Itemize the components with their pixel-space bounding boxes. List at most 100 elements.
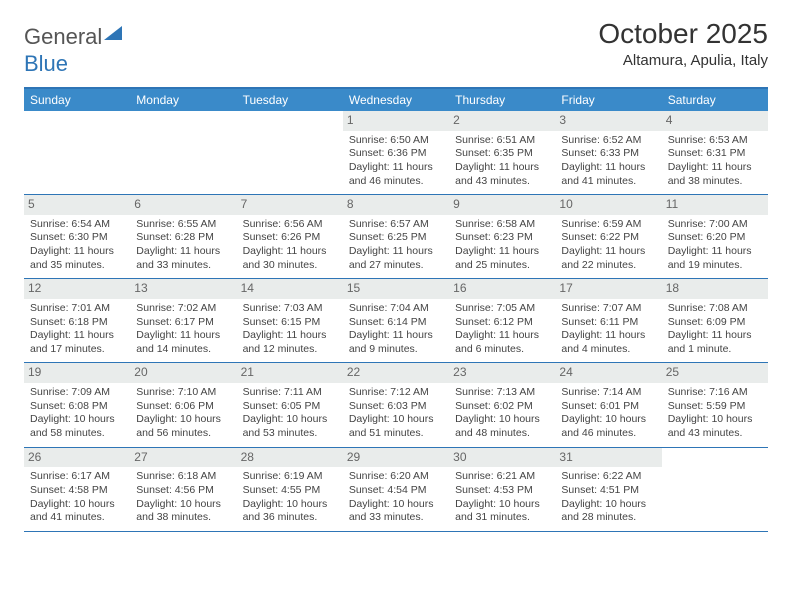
calendar-cell: 25Sunrise: 7:16 AMSunset: 5:59 PMDayligh… <box>662 363 768 447</box>
daylight-line: Daylight: 11 hours and 33 minutes. <box>136 245 230 272</box>
logo-text-1: General <box>24 24 102 50</box>
sunset-line: Sunset: 6:09 PM <box>668 316 762 330</box>
sunset-line: Sunset: 6:06 PM <box>136 400 230 414</box>
calendar-cell: 22Sunrise: 7:12 AMSunset: 6:03 PMDayligh… <box>343 363 449 447</box>
sunrise-line: Sunrise: 6:59 AM <box>561 218 655 232</box>
daylight-line: Daylight: 10 hours and 28 minutes. <box>561 498 655 525</box>
daylight-line: Daylight: 10 hours and 51 minutes. <box>349 413 443 440</box>
sunset-line: Sunset: 4:53 PM <box>455 484 549 498</box>
sunset-line: Sunset: 6:08 PM <box>30 400 124 414</box>
day-header: Wednesday <box>343 89 449 111</box>
calendar-cell: 20Sunrise: 7:10 AMSunset: 6:06 PMDayligh… <box>130 363 236 447</box>
daylight-line: Daylight: 11 hours and 43 minutes. <box>455 161 549 188</box>
calendar-cell: 21Sunrise: 7:11 AMSunset: 6:05 PMDayligh… <box>237 363 343 447</box>
sunrise-line: Sunrise: 6:18 AM <box>136 470 230 484</box>
day-number: 1 <box>343 111 449 131</box>
daylight-line: Daylight: 10 hours and 58 minutes. <box>30 413 124 440</box>
sunset-line: Sunset: 6:18 PM <box>30 316 124 330</box>
sunrise-line: Sunrise: 7:16 AM <box>668 386 762 400</box>
day-number: 5 <box>24 195 130 215</box>
day-number: 13 <box>130 279 236 299</box>
daylight-line: Daylight: 10 hours and 43 minutes. <box>668 413 762 440</box>
sunrise-line: Sunrise: 6:19 AM <box>243 470 337 484</box>
day-header: Monday <box>130 89 236 111</box>
sunset-line: Sunset: 6:03 PM <box>349 400 443 414</box>
calendar-cell-empty <box>662 448 768 532</box>
logo: General <box>24 18 122 50</box>
day-number: 4 <box>662 111 768 131</box>
calendar-cell: 19 Sunrise: 7:09 AMSunset: 6:08 PMDayligh… <box>24 363 130 447</box>
sunrise-line: Sunrise: 6:20 AM <box>349 470 443 484</box>
calendar-cell: 24Sunrise: 7:14 AMSunset: 6:01 PMDayligh… <box>555 363 661 447</box>
day-number: 28 <box>237 448 343 468</box>
sunset-line: Sunset: 6:36 PM <box>349 147 443 161</box>
sunrise-line: Sunrise: 7:01 AM <box>30 302 124 316</box>
daylight-line: Daylight: 11 hours and 6 minutes. <box>455 329 549 356</box>
day-number: 7 <box>237 195 343 215</box>
calendar-cell: 1Sunrise: 6:50 AMSunset: 6:36 PMDaylight… <box>343 111 449 195</box>
sunset-line: Sunset: 6:17 PM <box>136 316 230 330</box>
day-number: 19 <box>24 363 130 383</box>
day-number: 17 <box>555 279 661 299</box>
sunrise-line: Sunrise: 7:08 AM <box>668 302 762 316</box>
day-number: 29 <box>343 448 449 468</box>
sunrise-line: Sunrise: 7:11 AM <box>243 386 337 400</box>
sunrise-line: Sunrise: 6:17 AM <box>30 470 124 484</box>
day-number: 31 <box>555 448 661 468</box>
sunrise-line: Sunrise: 6:51 AM <box>455 134 549 148</box>
day-number: 12 <box>24 279 130 299</box>
calendar-cell: 2Sunrise: 6:51 AMSunset: 6:35 PMDaylight… <box>449 111 555 195</box>
daylight-line: Daylight: 11 hours and 35 minutes. <box>30 245 124 272</box>
calendar-cell: 11Sunrise: 7:00 AMSunset: 6:20 PMDayligh… <box>662 195 768 279</box>
daylight-line: Daylight: 11 hours and 27 minutes. <box>349 245 443 272</box>
calendar-cell: 30Sunrise: 6:21 AMSunset: 4:53 PMDayligh… <box>449 448 555 532</box>
title-block: October 2025 Altamura, Apulia, Italy <box>598 18 768 69</box>
sunrise-line: Sunrise: 6:54 AM <box>30 218 124 232</box>
day-number: 14 <box>237 279 343 299</box>
sunrise-line: Sunrise: 7:03 AM <box>243 302 337 316</box>
daylight-line: Daylight: 11 hours and 1 minute. <box>668 329 762 356</box>
calendar-cell: 17Sunrise: 7:07 AMSunset: 6:11 PMDayligh… <box>555 279 661 363</box>
day-number: 9 <box>449 195 555 215</box>
daylight-line: Daylight: 10 hours and 36 minutes. <box>243 498 337 525</box>
calendar-cell: 15Sunrise: 7:04 AMSunset: 6:14 PMDayligh… <box>343 279 449 363</box>
day-number: 16 <box>449 279 555 299</box>
sunrise-line: Sunrise: 7:00 AM <box>668 218 762 232</box>
sunset-line: Sunset: 6:12 PM <box>455 316 549 330</box>
sunrise-line: Sunrise: 6:50 AM <box>349 134 443 148</box>
calendar-cell: 9Sunrise: 6:58 AMSunset: 6:23 PMDaylight… <box>449 195 555 279</box>
calendar-cell: 12Sunrise: 7:01 AMSunset: 6:18 PMDayligh… <box>24 279 130 363</box>
calendar-cell: 3Sunrise: 6:52 AMSunset: 6:33 PMDaylight… <box>555 111 661 195</box>
sunset-line: Sunset: 6:30 PM <box>30 231 124 245</box>
day-number: 2 <box>449 111 555 131</box>
daylight-line: Daylight: 11 hours and 19 minutes. <box>668 245 762 272</box>
sunset-line: Sunset: 4:51 PM <box>561 484 655 498</box>
sunrise-line: Sunrise: 7:09 AM <box>30 386 124 400</box>
day-number: 6 <box>130 195 236 215</box>
sunrise-line: Sunrise: 6:53 AM <box>668 134 762 148</box>
daylight-line: Daylight: 10 hours and 38 minutes. <box>136 498 230 525</box>
sunset-line: Sunset: 6:28 PM <box>136 231 230 245</box>
sunset-line: Sunset: 4:55 PM <box>243 484 337 498</box>
daylight-line: Daylight: 11 hours and 9 minutes. <box>349 329 443 356</box>
calendar-cell: 13Sunrise: 7:02 AMSunset: 6:17 PMDayligh… <box>130 279 236 363</box>
sunrise-line: Sunrise: 6:57 AM <box>349 218 443 232</box>
daylight-line: Daylight: 10 hours and 46 minutes. <box>561 413 655 440</box>
sunset-line: Sunset: 6:15 PM <box>243 316 337 330</box>
day-number: 24 <box>555 363 661 383</box>
sunrise-line: Sunrise: 6:22 AM <box>561 470 655 484</box>
sunrise-line: Sunrise: 6:58 AM <box>455 218 549 232</box>
day-number: 8 <box>343 195 449 215</box>
sunset-line: Sunset: 6:23 PM <box>455 231 549 245</box>
day-number: 25 <box>662 363 768 383</box>
day-header: Friday <box>555 89 661 111</box>
calendar-cell: 14Sunrise: 7:03 AMSunset: 6:15 PMDayligh… <box>237 279 343 363</box>
calendar-cell: 4Sunrise: 6:53 AMSunset: 6:31 PMDaylight… <box>662 111 768 195</box>
calendar-cell-empty <box>130 111 236 195</box>
day-number: 30 <box>449 448 555 468</box>
daylight-line: Daylight: 11 hours and 30 minutes. <box>243 245 337 272</box>
daylight-line: Daylight: 11 hours and 41 minutes. <box>561 161 655 188</box>
calendar-cell: 5 Sunrise: 6:54 AMSunset: 6:30 PMDaylight… <box>24 195 130 279</box>
day-number: 18 <box>662 279 768 299</box>
sunrise-line: Sunrise: 7:07 AM <box>561 302 655 316</box>
